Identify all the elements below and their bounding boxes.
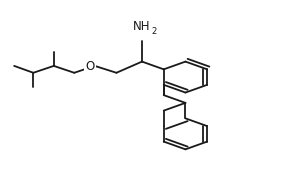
Text: O: O (85, 60, 95, 73)
Text: NH: NH (133, 20, 151, 33)
Text: 2: 2 (151, 27, 156, 36)
